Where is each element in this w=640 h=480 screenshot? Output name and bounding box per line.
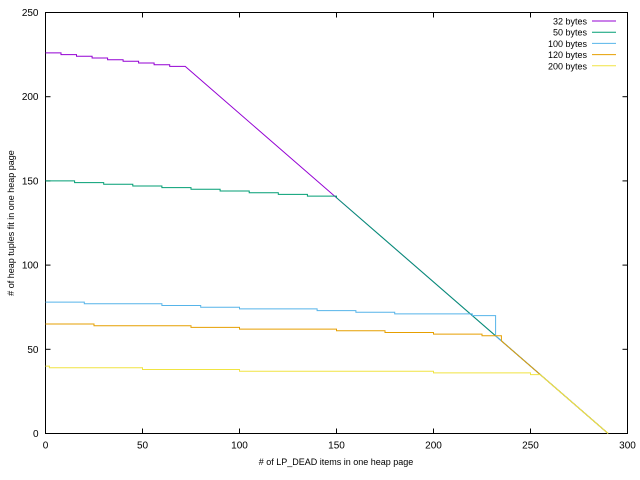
x-tick-label: 0 [43, 441, 49, 452]
series-line [45, 365, 609, 434]
legend-label: 100 bytes [548, 39, 588, 49]
x-tick-label: 200 [425, 441, 442, 452]
legend-label: 32 bytes [553, 17, 588, 27]
series-line [45, 180, 609, 434]
x-tick-label: 50 [137, 441, 149, 452]
y-tick-label: 200 [22, 92, 39, 103]
y-tick-labels: 0 50 100 150 200 250 [22, 8, 39, 440]
y-tick-label: 100 [22, 261, 39, 272]
y-tick-label: 50 [27, 345, 39, 356]
legend-label: 50 bytes [553, 28, 588, 38]
series-lines [45, 52, 609, 434]
legend-label: 200 bytes [548, 61, 588, 71]
y-tick-label: 250 [22, 8, 39, 19]
y-tick-label: 0 [33, 429, 39, 440]
x-tick-label: 100 [231, 441, 248, 452]
x-axis-label: # of LP_DEAD items in one heap page [259, 457, 414, 467]
plot-frame [45, 12, 628, 434]
x-tick-label: 150 [328, 441, 345, 452]
series-line [45, 52, 609, 434]
x-tick-label: 250 [522, 441, 539, 452]
y-axis-label: # of heap tuples fit in one heap page [6, 150, 16, 296]
series-line [45, 301, 609, 434]
axis-ticks [45, 12, 628, 434]
x-tick-label: 300 [619, 441, 636, 452]
x-tick-labels: 0 50 100 150 200 250 300 [43, 441, 637, 452]
y-tick-label: 150 [22, 176, 39, 187]
series-line [45, 323, 609, 434]
legend-label: 120 bytes [548, 50, 588, 60]
